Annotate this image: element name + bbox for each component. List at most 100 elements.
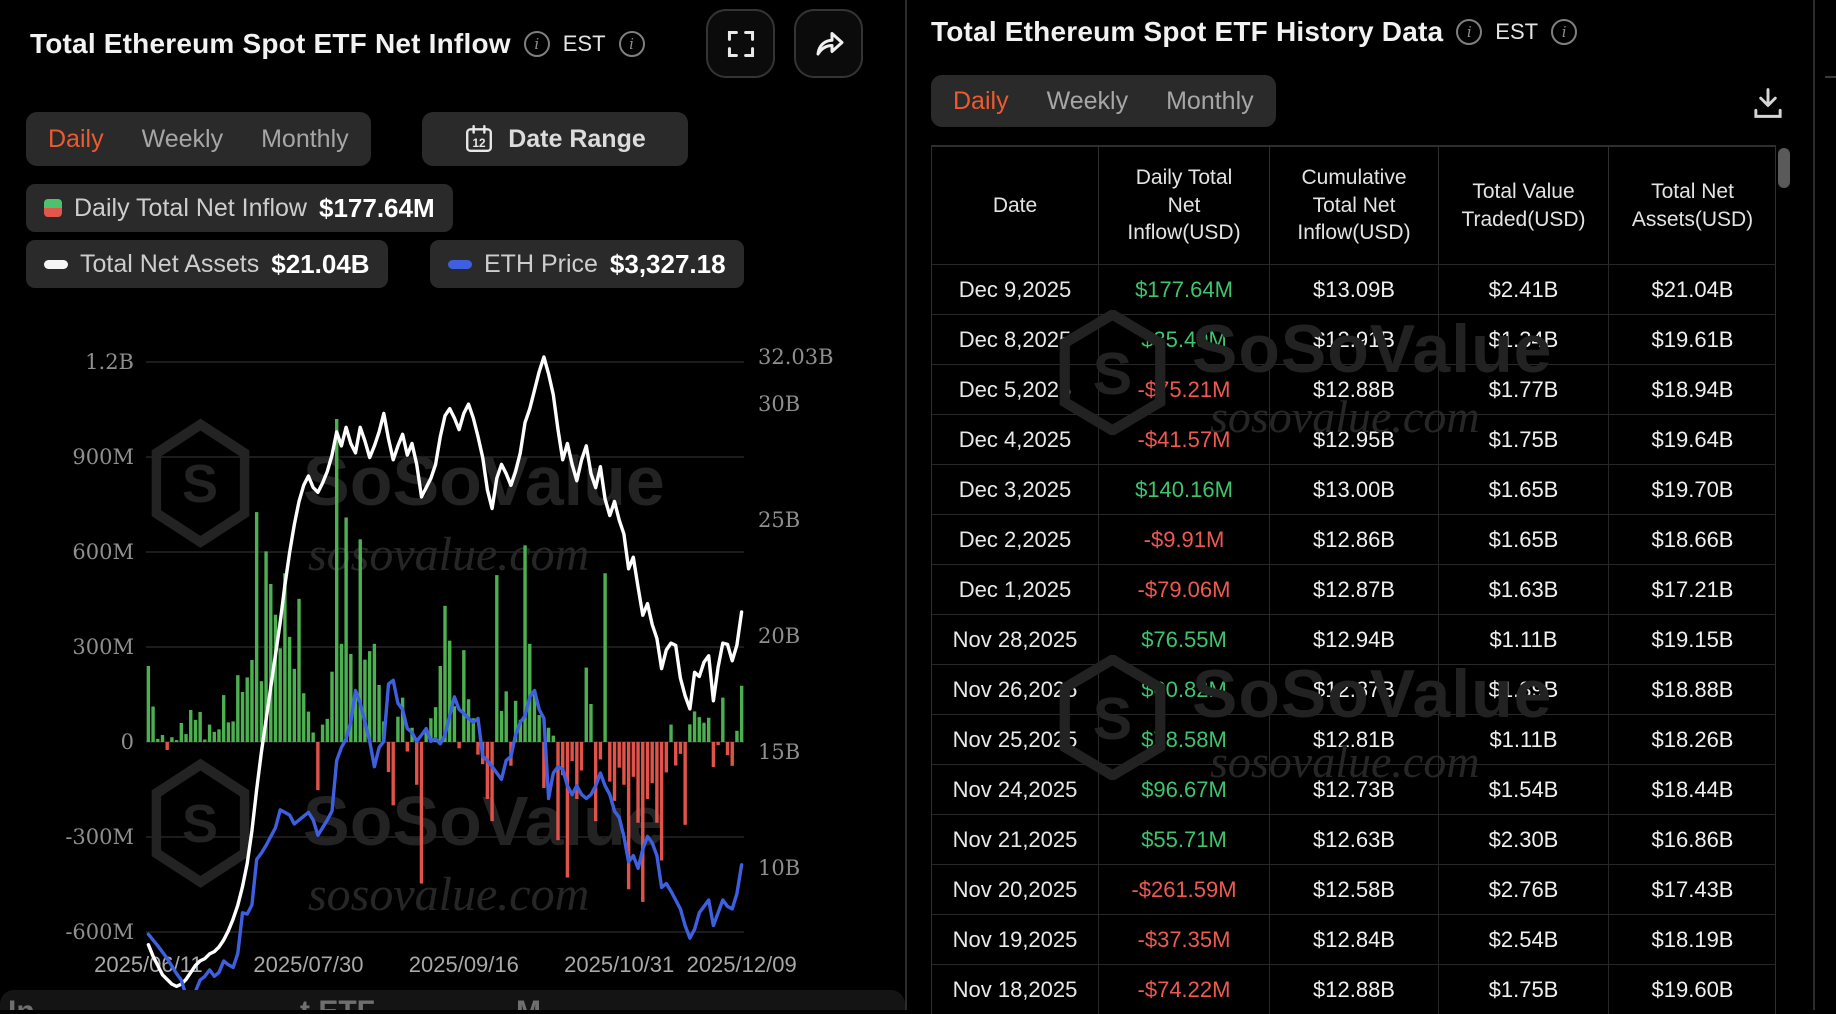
partial-text: t ETF bbox=[300, 995, 375, 1010]
tab-weekly[interactable]: Weekly bbox=[1046, 86, 1129, 115]
daily-inflow-bar bbox=[688, 724, 692, 742]
cell-net-assets: $18.88B bbox=[1608, 665, 1776, 714]
cell-cumulative-inflow: $12.73B bbox=[1269, 765, 1438, 814]
daily-inflow-bar bbox=[650, 742, 654, 784]
legend-eth-price[interactable]: ETH Price $3,327.18 bbox=[430, 240, 744, 288]
info-icon[interactable]: i bbox=[1551, 19, 1578, 45]
cell-value-traded: $1.39B bbox=[1438, 665, 1608, 714]
table-row: Nov 21,2025 $55.71M $12.63B $2.30B $16.86B bbox=[932, 814, 1775, 864]
cell-daily-inflow: -$37.35M bbox=[1098, 915, 1269, 964]
cell-daily-inflow: $55.71M bbox=[1098, 815, 1269, 864]
cell-cumulative-inflow: $12.87B bbox=[1269, 565, 1438, 614]
info-icon[interactable]: i bbox=[1456, 19, 1483, 45]
daily-inflow-bar bbox=[236, 675, 240, 742]
daily-inflow-bar bbox=[584, 667, 588, 742]
right-axis-label: 30B bbox=[758, 392, 800, 416]
daily-inflow-bar bbox=[626, 742, 631, 890]
tab-weekly[interactable]: Weekly bbox=[141, 124, 224, 153]
legend-value: $3,327.18 bbox=[609, 248, 726, 279]
share-button[interactable] bbox=[794, 9, 863, 78]
tab-monthly[interactable]: Monthly bbox=[1166, 86, 1254, 115]
download-button[interactable] bbox=[1748, 83, 1788, 123]
cell-net-assets: $16.86B bbox=[1608, 815, 1776, 864]
daily-inflow-bar bbox=[353, 692, 358, 742]
daily-inflow-bar bbox=[589, 704, 593, 742]
daily-inflow-bar bbox=[608, 742, 612, 782]
daily-inflow-bar bbox=[692, 711, 697, 742]
cell-net-assets: $19.61B bbox=[1608, 315, 1776, 364]
daily-inflow-bar bbox=[716, 742, 720, 746]
daily-inflow-bar bbox=[645, 742, 650, 799]
net-inflow-combo-chart[interactable]: 1.2B 900M 600M 300M 0 -300M -600M 32.03B 30B 25B 2… bbox=[0, 0, 905, 1010]
info-icon[interactable]: i bbox=[523, 31, 550, 57]
daily-inflow-bar bbox=[721, 697, 725, 742]
sosovalue-logo-watermark bbox=[151, 758, 250, 888]
inflow-legend-icon bbox=[44, 199, 62, 217]
daily-inflow-bar bbox=[259, 681, 264, 742]
cell-date: Dec 1,2025 bbox=[958, 576, 1072, 602]
daily-inflow-bar bbox=[250, 659, 254, 742]
daily-inflow-bar bbox=[240, 691, 245, 742]
eth-price-legend-icon bbox=[448, 259, 472, 269]
sosovalue-logo-watermark bbox=[151, 418, 250, 548]
table-scrollbar[interactable] bbox=[1778, 148, 1790, 188]
cell-value-traded: $1.54B bbox=[1438, 765, 1608, 814]
cell-cumulative-inflow: $13.09B bbox=[1269, 265, 1438, 314]
x-axis-label: 2025/07/30 bbox=[253, 952, 363, 977]
tab-daily[interactable]: Daily bbox=[48, 124, 104, 153]
chart-period-tabs: Daily Weekly Monthly bbox=[26, 112, 371, 166]
net-inflow-chart-panel: Total Ethereum Spot ETF Net Inflow i EST… bbox=[0, 0, 905, 1010]
daily-inflow-bar bbox=[415, 742, 419, 785]
cell-net-assets: $21.04B bbox=[1608, 265, 1776, 314]
daily-inflow-bar bbox=[273, 614, 278, 742]
legend-daily-net-inflow[interactable]: Daily Total Net Inflow $177.64M bbox=[26, 184, 453, 232]
daily-inflow-bar bbox=[485, 742, 490, 799]
daily-inflow-bar bbox=[292, 668, 297, 742]
legend-label: Total Net Assets bbox=[80, 249, 260, 278]
right-axis-label: 15B bbox=[758, 740, 800, 764]
legend-total-net-assets[interactable]: Total Net Assets $21.04B bbox=[26, 240, 388, 288]
partial-text: M bbox=[516, 995, 541, 1010]
left-axis-label: 600M bbox=[72, 540, 134, 564]
table-row: Nov 19,2025 -$37.35M $12.84B $2.54B $18.19B bbox=[932, 914, 1775, 964]
cell-cumulative-inflow: $12.88B bbox=[1269, 965, 1438, 1014]
info-icon[interactable]: i bbox=[618, 31, 645, 57]
watermark-letter: S bbox=[182, 454, 218, 514]
daily-inflow-bar bbox=[622, 742, 626, 785]
daily-inflow-bar bbox=[697, 717, 701, 742]
daily-inflow-bar bbox=[523, 545, 527, 742]
daily-inflow-bar bbox=[283, 573, 287, 742]
timezone-label: EST bbox=[562, 31, 606, 56]
daily-inflow-bar bbox=[495, 575, 499, 742]
cell-net-assets: $18.26B bbox=[1608, 715, 1776, 764]
history-data-panel: Total Ethereum Spot ETF History Data i E… bbox=[907, 0, 1813, 1014]
panel-divider bbox=[905, 0, 907, 1010]
daily-inflow-bar bbox=[443, 605, 447, 742]
cell-cumulative-inflow: $12.87B bbox=[1269, 665, 1438, 714]
daily-inflow-bar bbox=[499, 710, 504, 742]
daily-inflow-bar bbox=[532, 689, 537, 742]
table-row: Nov 25,2025 $78.58M $12.81B $1.11B $18.26B bbox=[932, 714, 1775, 764]
fullscreen-button[interactable] bbox=[706, 9, 775, 78]
panel-divider bbox=[1813, 0, 1815, 1010]
daily-inflow-bar bbox=[513, 700, 518, 742]
left-axis-label: -600M bbox=[65, 920, 134, 944]
daily-inflow-bar bbox=[518, 719, 523, 742]
daily-inflow-bar bbox=[683, 742, 687, 825]
cell-cumulative-inflow: $12.91B bbox=[1269, 315, 1438, 364]
table-row: Dec 2,2025 -$9.91M $12.86B $1.65B $18.66B bbox=[932, 514, 1775, 564]
cell-daily-inflow: -$41.57M bbox=[1098, 415, 1269, 464]
cell-date: Dec 3,2025 bbox=[958, 476, 1072, 502]
column-header-total-value-traded-usd-: Total Value Traded(USD) bbox=[1438, 147, 1608, 264]
cell-date: Nov 18,2025 bbox=[952, 976, 1078, 1002]
cell-net-assets: $18.19B bbox=[1608, 915, 1776, 964]
legend-value: $177.64M bbox=[318, 192, 435, 223]
daily-inflow-bar bbox=[330, 671, 334, 742]
daily-inflow-bar bbox=[735, 730, 739, 742]
tab-daily[interactable]: Daily bbox=[953, 86, 1009, 115]
daily-inflow-bar bbox=[193, 719, 198, 742]
net-assets-legend-icon bbox=[44, 259, 68, 269]
column-header-daily-total-net-inflow-usd-: Daily Total Net Inflow(USD) bbox=[1098, 147, 1269, 264]
date-range-button[interactable]: 12 Date Range bbox=[422, 112, 688, 166]
tab-monthly[interactable]: Monthly bbox=[261, 124, 349, 153]
